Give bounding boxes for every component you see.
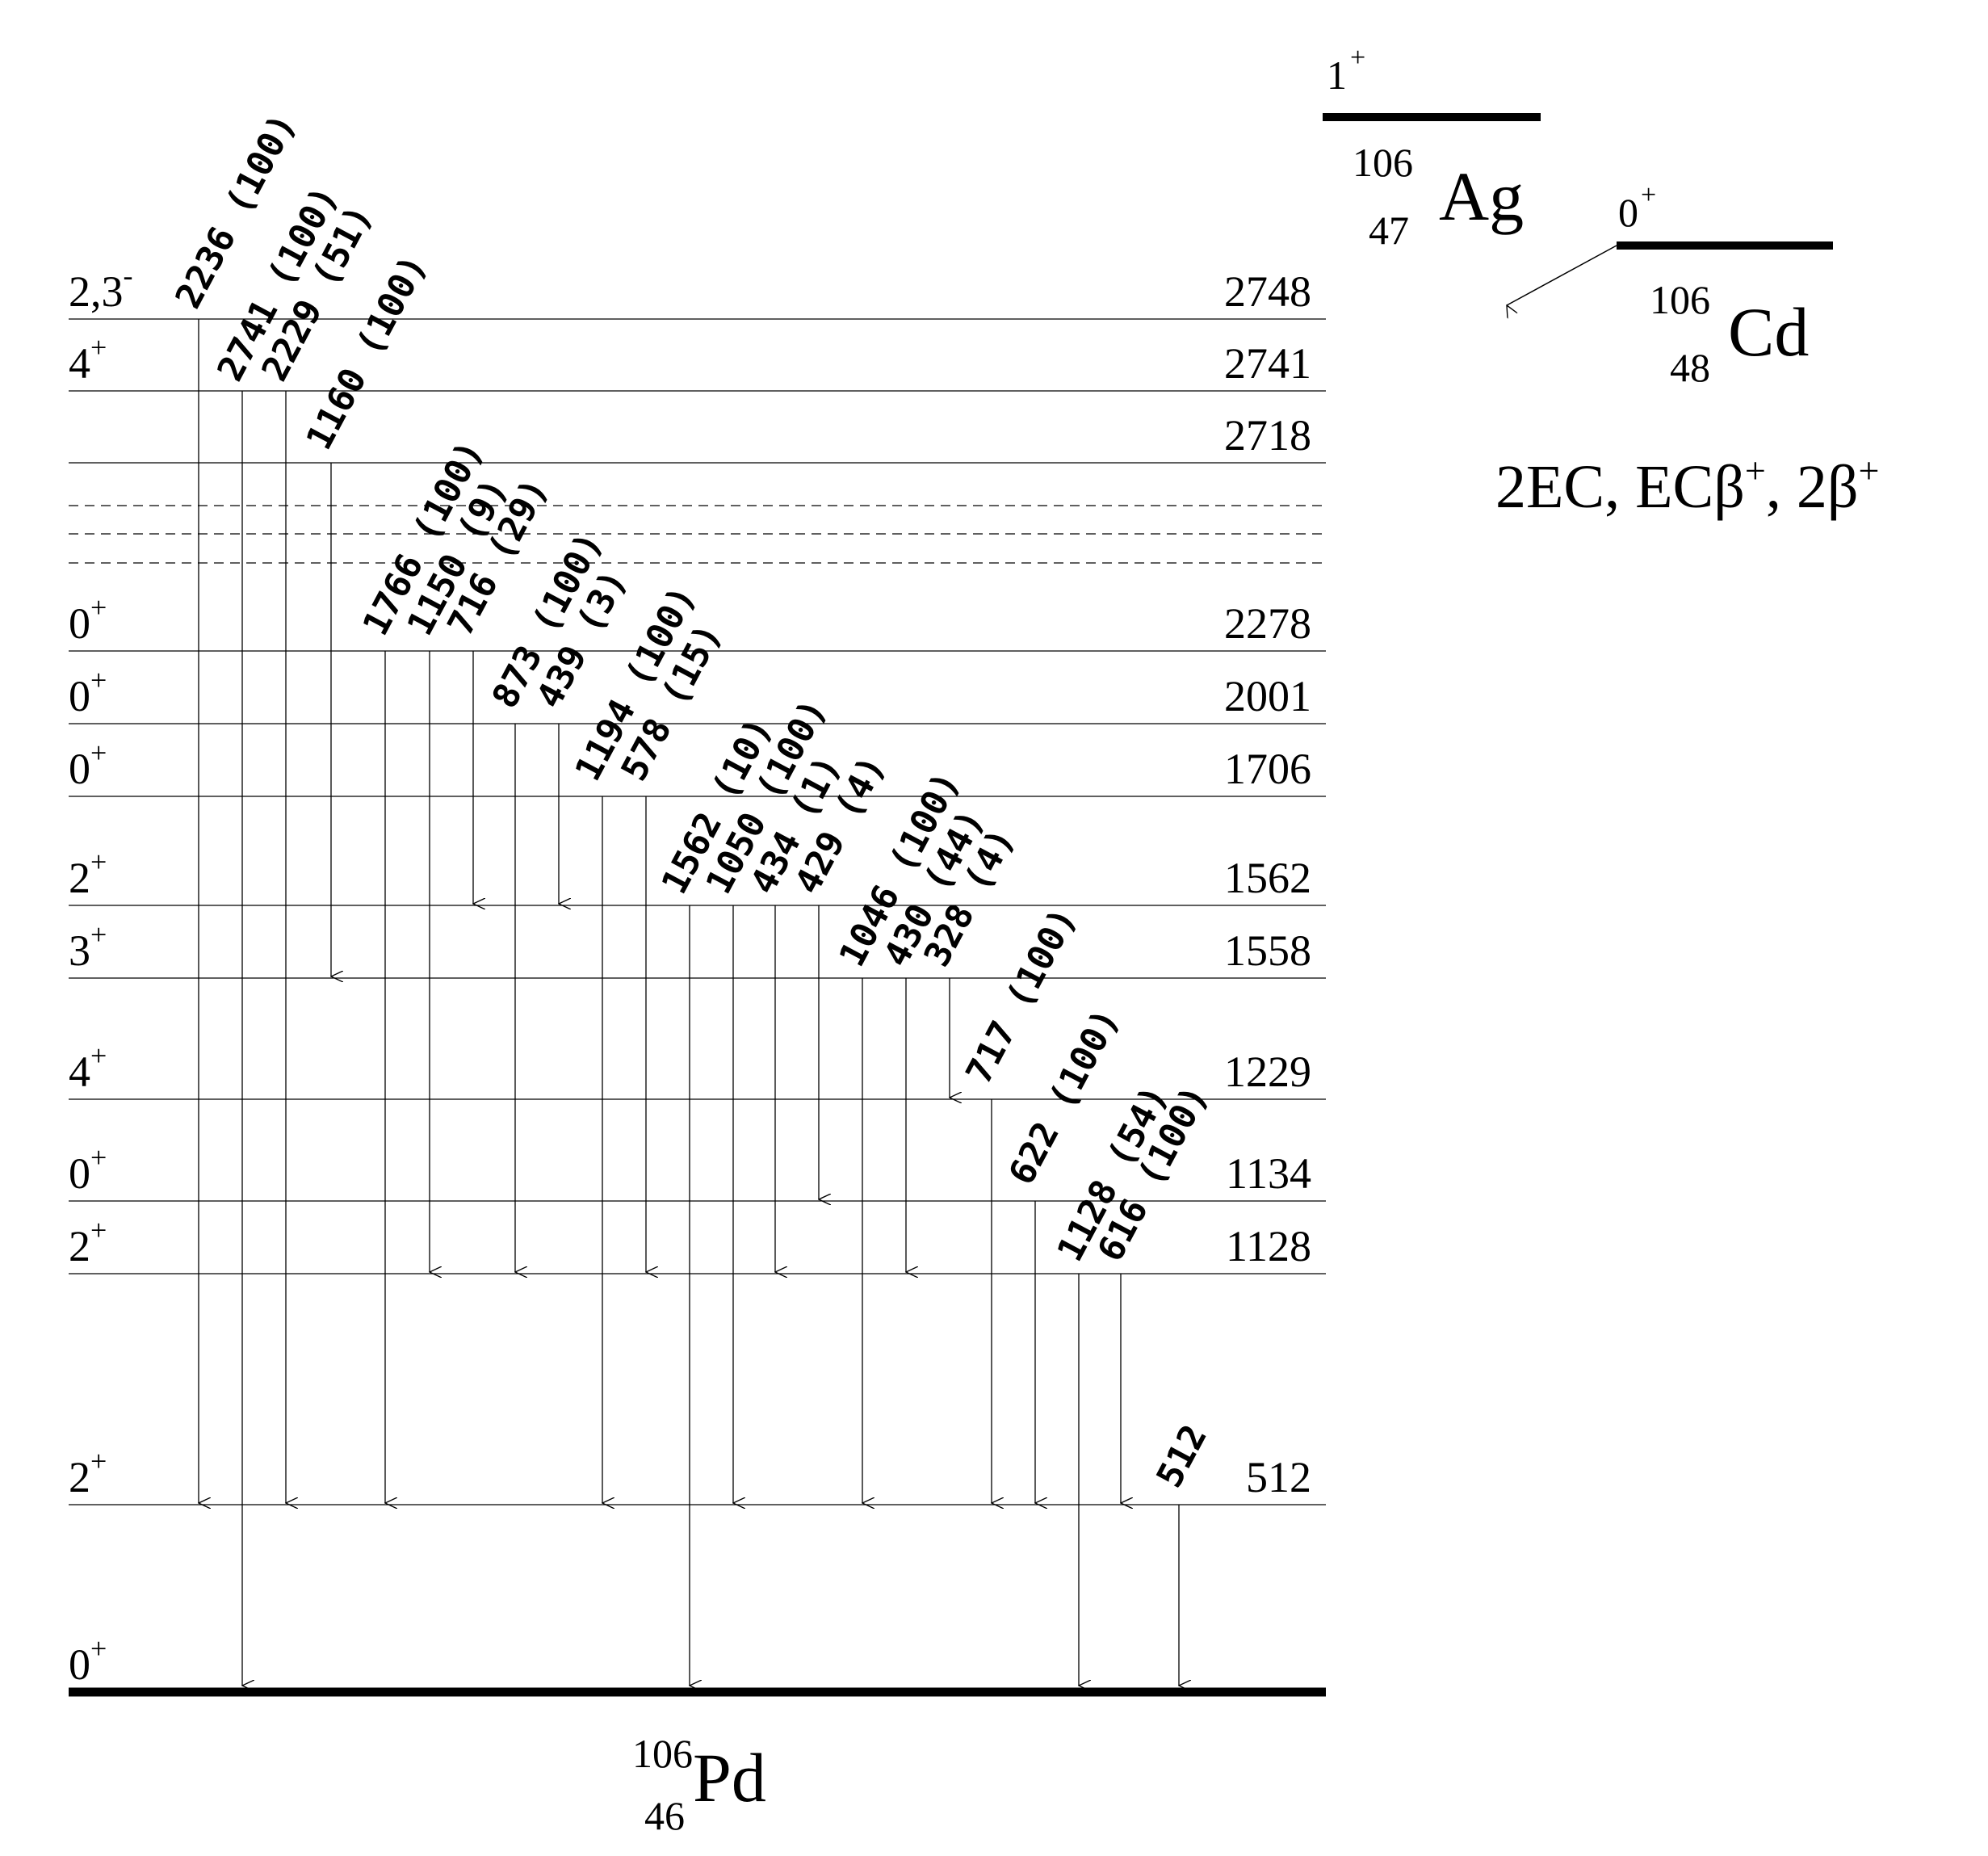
ag-spin-parity: + (1350, 43, 1365, 73)
level-energy-label: 1229 (1224, 1048, 1311, 1096)
level-spin-label: 4+ (69, 331, 107, 388)
gamma-transitions: 2236 (100)2741 (100)2229 (51)1160 (100)1… (168, 107, 1217, 1686)
level-spin-label: 0+ (69, 1141, 107, 1198)
cd-spin-parity: + (1641, 180, 1656, 210)
level-energy-label: 2741 (1224, 339, 1311, 388)
energy-levels: 2748 2,3- 2741 4+ 2718 2278 0+ 2001 0+ 1706 0+ 1562… (69, 259, 1326, 1697)
level-spin-label: 0+ (69, 737, 107, 793)
level-parity-sup: + (90, 1445, 107, 1477)
level-parity-sup: + (90, 1039, 107, 1072)
cd-parent-level: 0 + 106 48 Cd (1507, 180, 1833, 390)
level-energy-label: 1558 (1224, 926, 1311, 975)
level-spin-label: 2+ (69, 846, 107, 902)
pd-mass-number: 106 (632, 1731, 693, 1776)
level-spin-label: 4+ (69, 1039, 107, 1096)
decay-modes-label: 2EC, ECβ+, 2β+ (1495, 450, 1879, 521)
decay-modes-sep: , 2 (1766, 453, 1827, 521)
level-energy-label: 1706 (1224, 745, 1311, 793)
level-spin-label: 2+ (69, 1445, 107, 1501)
level-parity-sup: + (90, 664, 107, 696)
cd-mass-number: 106 (1650, 277, 1710, 322)
decay-modes-plus-1: + (1745, 450, 1766, 491)
ag-spin: 1 (1327, 52, 1347, 98)
level-energy-label: 2748 (1224, 267, 1311, 316)
level-energy-label: 2718 (1224, 411, 1311, 460)
ag-atomic-number: 47 (1369, 208, 1409, 253)
decay-modes-beta-1: β (1713, 453, 1745, 521)
cd-decay-arrow (1507, 245, 1617, 305)
level-energy-label: 1128 (1226, 1222, 1311, 1270)
level-parity-sup: + (90, 591, 107, 624)
level-energy-label: 512 (1246, 1453, 1311, 1501)
level-spin-label: 2,3- (69, 259, 133, 316)
level-parity-sup: + (90, 737, 107, 769)
level-spin-label: 3+ (69, 918, 107, 975)
ag-mass-number: 106 (1353, 140, 1413, 185)
level-parity-sup: + (90, 1141, 107, 1174)
level-parity-sup: + (90, 846, 107, 878)
cd-symbol: Cd (1728, 293, 1809, 371)
decay-modes-text: 2EC, ECβ+, 2β+ (1495, 450, 1879, 521)
gamma-energy-label: 512 (1149, 1418, 1215, 1494)
level-parity-sup: + (90, 918, 107, 951)
ag-symbol: Ag (1439, 157, 1524, 235)
decay-modes-part-1: 2EC, EC (1495, 453, 1713, 521)
level-parity-sup: + (90, 331, 107, 363)
ag-parent-level: 1 + 106 47 Ag (1323, 43, 1541, 253)
cd-spin: 0 (1618, 190, 1638, 235)
level-energy-label: 2278 (1224, 599, 1311, 648)
level-spin-label: 0+ (69, 664, 107, 720)
level-spin-label: 0+ (69, 591, 107, 648)
level-parity-sup: + (90, 1214, 107, 1246)
cd-atomic-number: 48 (1670, 345, 1710, 390)
pd-symbol: Pd (693, 1739, 766, 1816)
level-spin-label: 2+ (69, 1214, 107, 1270)
level-parity-sup: - (124, 259, 133, 292)
level-energy-label: 2001 (1224, 672, 1311, 720)
pd-atomic-number: 46 (644, 1793, 685, 1838)
daughter-nucleus-label: 106 46 Pd (632, 1731, 766, 1838)
decay-modes-beta-2: β (1827, 453, 1859, 521)
level-energy-label: 1562 (1224, 854, 1311, 902)
decay-modes-plus-2: + (1859, 450, 1880, 491)
level-spin-label: 0+ (69, 1632, 107, 1689)
level-energy-label: 1134 (1226, 1149, 1311, 1198)
level-parity-sup: + (90, 1632, 107, 1665)
